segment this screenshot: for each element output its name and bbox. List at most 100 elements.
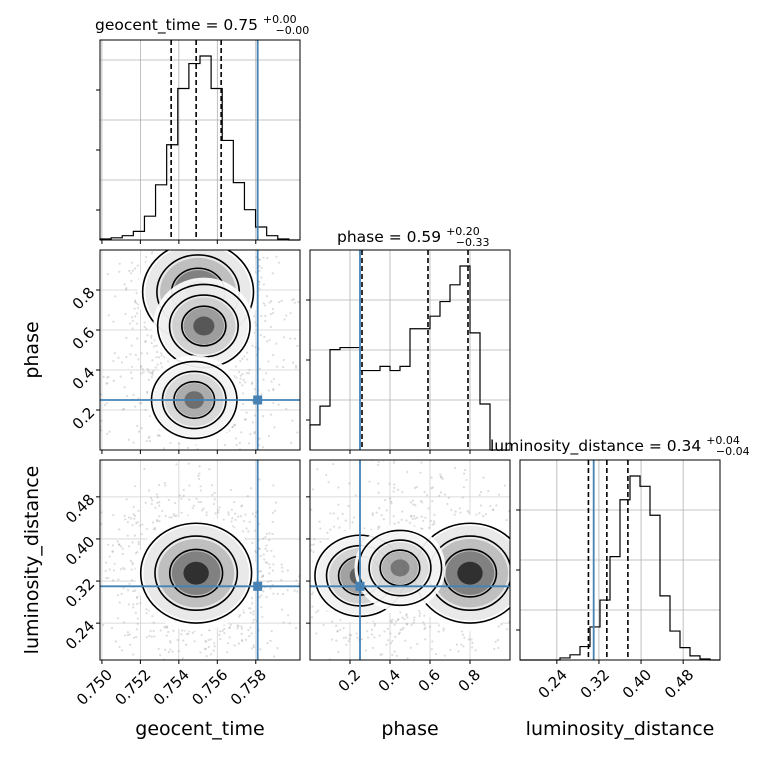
- sample-point: [166, 450, 168, 452]
- sample-point: [129, 559, 133, 562]
- sample-point: [100, 522, 103, 525]
- sample-point: [251, 512, 254, 515]
- sample-point: [291, 570, 293, 572]
- sample-point: [164, 648, 167, 651]
- sample-point: [136, 264, 139, 267]
- sample-point: [146, 367, 149, 371]
- sample-point: [213, 225, 215, 227]
- sample-point: [453, 513, 456, 516]
- sample-point: [431, 486, 434, 489]
- sample-point: [223, 474, 225, 476]
- sample-point: [100, 428, 103, 432]
- sample-point: [242, 611, 246, 614]
- sample-point: [275, 255, 278, 258]
- sample-point: [285, 602, 287, 604]
- sample-point: [124, 288, 128, 291]
- density-panel-geocent_time-phase: [96, 225, 301, 489]
- sample-point: [262, 537, 265, 540]
- sample-point: [251, 602, 254, 605]
- sample-point: [371, 512, 374, 515]
- sample-point: [510, 592, 512, 594]
- panel-frame: [519, 459, 721, 661]
- sample-point: [338, 526, 341, 529]
- sample-point: [439, 475, 442, 478]
- sample-point: [413, 616, 416, 619]
- sample-point: [100, 419, 103, 422]
- sample-point: [404, 639, 407, 642]
- sample-point: [319, 527, 322, 530]
- sample-point: [428, 526, 431, 529]
- sample-point: [433, 522, 436, 525]
- sample-point: [512, 594, 514, 596]
- sample-point: [201, 666, 203, 668]
- sample-point: [229, 228, 231, 230]
- sample-point: [104, 561, 108, 564]
- sample-point: [125, 356, 128, 359]
- sample-point: [377, 482, 380, 485]
- sample-point: [385, 509, 388, 512]
- sample-point: [262, 256, 265, 259]
- sample-point: [550, 493, 552, 495]
- sample-point: [241, 530, 244, 533]
- sample-point: [267, 360, 270, 363]
- sample-point: [304, 497, 306, 499]
- sample-point: [205, 514, 208, 517]
- sample-point: [411, 499, 414, 502]
- sample-point: [121, 408, 124, 411]
- sample-point: [524, 652, 526, 654]
- sample-point: [439, 473, 442, 476]
- sample-point: [389, 619, 392, 623]
- sample-point: [348, 637, 351, 640]
- sample-point: [442, 627, 445, 630]
- sample-point: [147, 436, 150, 440]
- sample-point: [215, 247, 217, 249]
- sample-point: [118, 528, 121, 531]
- sample-point: [540, 591, 542, 593]
- sample-point: [255, 256, 258, 259]
- density-panel-phase-luminosity_distance: [285, 459, 552, 664]
- sample-point: [150, 502, 153, 506]
- sample-point: [205, 511, 208, 514]
- sample-point: [260, 575, 264, 579]
- sample-point: [253, 529, 257, 532]
- sample-point: [366, 636, 370, 639]
- sample-point: [431, 499, 434, 503]
- sample-point: [370, 633, 374, 636]
- sample-point: [111, 550, 114, 553]
- sample-point: [266, 642, 269, 645]
- sample-point: [156, 363, 159, 366]
- sample-point: [283, 236, 285, 238]
- sample-point: [172, 470, 174, 472]
- y-tick-label: 0.8: [69, 284, 99, 314]
- sample-point: [272, 387, 275, 391]
- sample-point: [391, 653, 394, 657]
- sample-point: [254, 551, 258, 554]
- sample-point: [307, 616, 309, 618]
- sample-point: [286, 589, 289, 592]
- sample-point: [217, 508, 220, 512]
- sample-point: [290, 509, 292, 511]
- sample-point: [182, 639, 185, 642]
- sample-point: [153, 487, 155, 489]
- axis-labels: geocent_time phase luminosity_distance p…: [21, 321, 714, 740]
- sample-point: [258, 265, 261, 268]
- sample-point: [461, 633, 465, 636]
- sample-point: [107, 576, 110, 580]
- sample-point: [143, 340, 147, 343]
- sample-point: [414, 517, 417, 520]
- sample-point: [241, 504, 244, 507]
- sample-point: [143, 454, 145, 456]
- sample-point: [213, 463, 215, 465]
- sample-point: [138, 524, 141, 527]
- sample-point: [420, 461, 423, 464]
- sample-point: [158, 504, 161, 507]
- sample-point: [409, 646, 412, 649]
- ylabel-phase: phase: [21, 321, 43, 378]
- sample-point: [266, 340, 269, 343]
- sample-point: [244, 513, 247, 516]
- sample-point: [240, 627, 244, 630]
- contour-line: [168, 548, 224, 598]
- sample-point: [136, 521, 139, 524]
- sample-point: [154, 506, 157, 509]
- sample-point: [130, 517, 133, 520]
